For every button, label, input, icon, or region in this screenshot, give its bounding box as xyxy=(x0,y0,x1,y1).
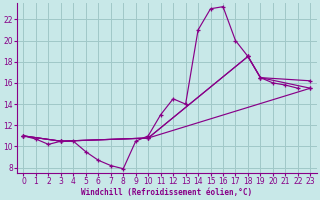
X-axis label: Windchill (Refroidissement éolien,°C): Windchill (Refroidissement éolien,°C) xyxy=(81,188,252,197)
